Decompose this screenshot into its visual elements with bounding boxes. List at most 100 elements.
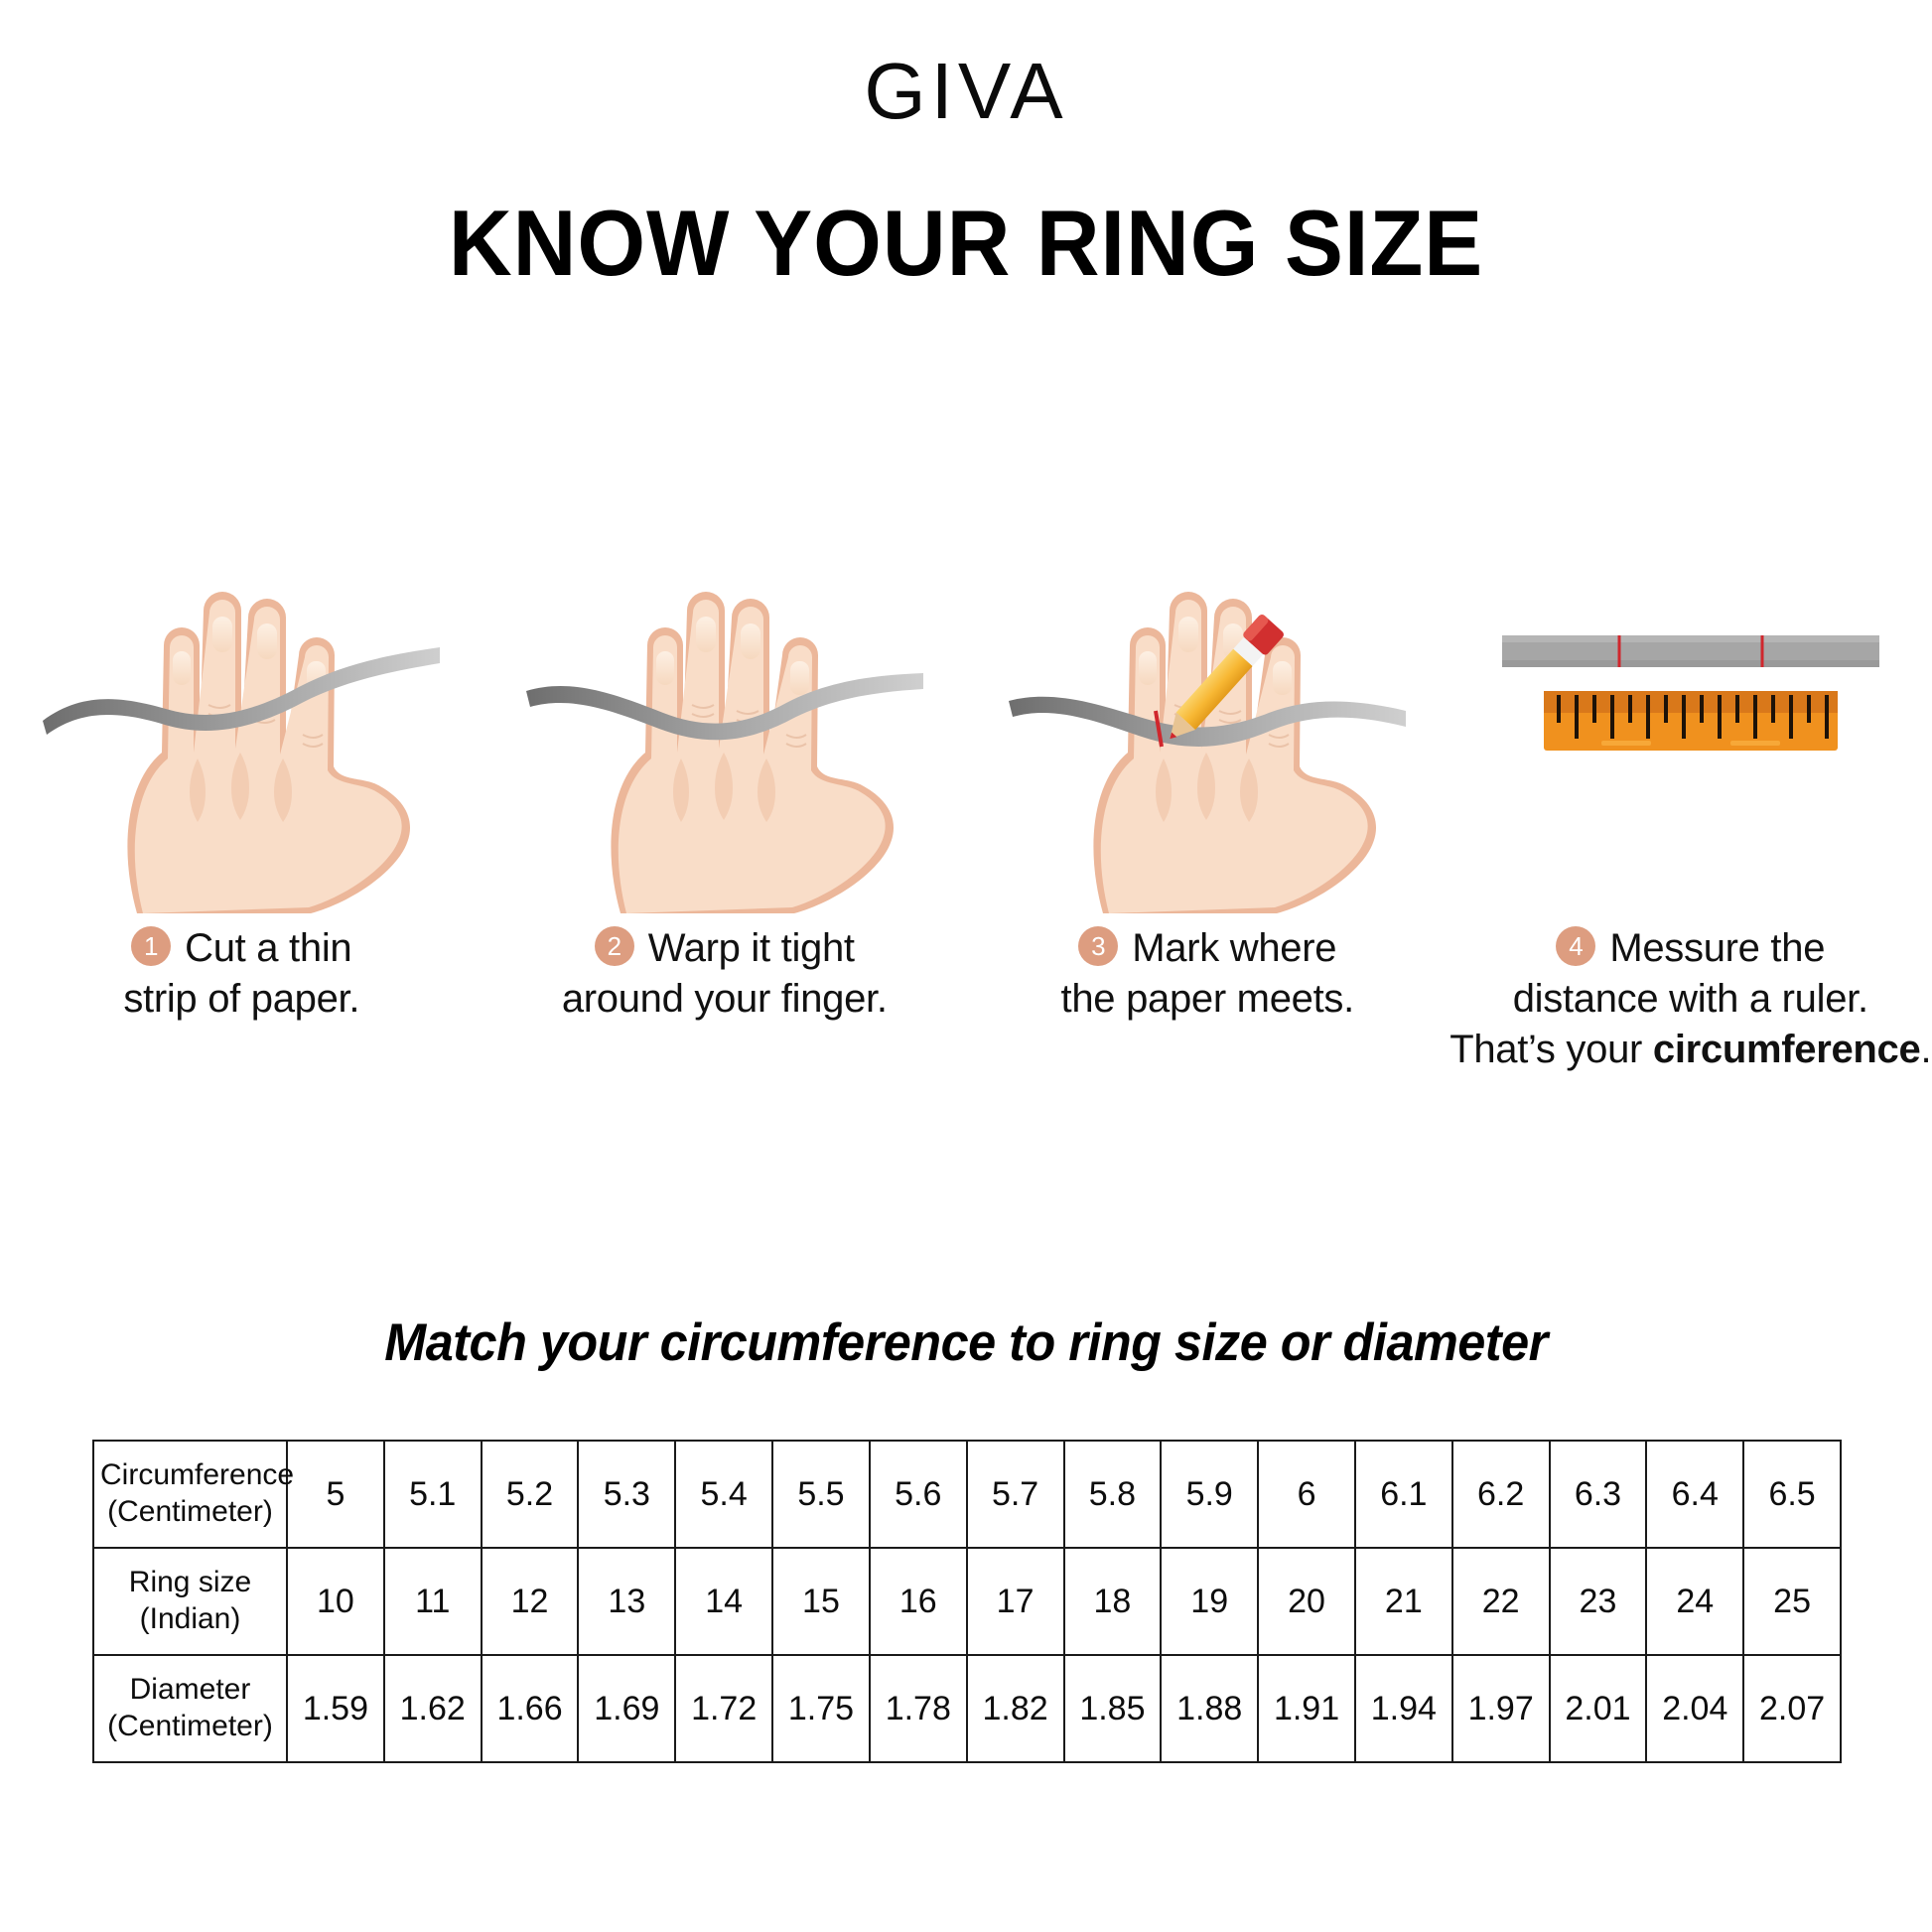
cell-ring-size-10: 20: [1257, 1547, 1356, 1656]
step-3-illustration: [966, 516, 1449, 913]
row-label-ring-size-line1: Ring size: [128, 1566, 252, 1599]
cell-ring-size-14: 24: [1645, 1547, 1745, 1656]
cell-circumference-0: 5: [286, 1440, 385, 1549]
cell-ring-size-1: 11: [382, 1547, 483, 1656]
step-2-line2: around your finger.: [561, 977, 888, 1022]
step-2: 2 Warp it tight around your finger.: [483, 516, 967, 1072]
ruler-measuring-strip-icon: [1501, 635, 1879, 751]
step-3-number-badge: 3: [1078, 926, 1119, 966]
cell-diameter-3: 1.69: [577, 1654, 677, 1763]
cell-diameter-12: 1.97: [1450, 1654, 1551, 1763]
mark-line-icon: [1154, 710, 1165, 748]
cell-diameter-7: 1.82: [965, 1654, 1065, 1763]
cell-diameter-13: 2.01: [1548, 1654, 1648, 1763]
cell-diameter-10: 1.91: [1257, 1654, 1356, 1763]
cell-ring-size-13: 23: [1548, 1547, 1648, 1656]
cell-diameter-2: 1.66: [480, 1654, 580, 1763]
step-1-illustration: [0, 516, 483, 913]
table-row-diameter: Diameter (Centimeter) 1.59 1.62 1.66 1.6…: [92, 1654, 1842, 1763]
step-2-illustration: [483, 516, 967, 913]
step-4: 4 Messure the distance with a ruler. That…: [1449, 516, 1932, 1072]
table-row-ring-size: Ring size (Indian) 10 11 12 13 14 15 16 …: [92, 1547, 1842, 1656]
row-label-diameter-line2: (Centimeter): [107, 1710, 273, 1742]
cell-circumference-9: 5.9: [1160, 1440, 1260, 1549]
step-4-caption: 4 Messure the distance with a ruler. That…: [1449, 923, 1932, 1076]
cell-ring-size-4: 14: [674, 1547, 774, 1656]
ruler-icon: [1543, 691, 1838, 751]
step-4-line3-suffix: .: [1920, 1028, 1932, 1072]
cell-circumference-6: 5.6: [868, 1440, 968, 1549]
cell-diameter-14: 2.04: [1645, 1654, 1745, 1763]
cell-circumference-1: 5.1: [382, 1440, 483, 1549]
hand-with-wrapped-strip-icon: [525, 592, 923, 913]
cell-diameter-11: 1.94: [1353, 1654, 1453, 1763]
cell-diameter-0: 1.59: [286, 1654, 385, 1763]
step-4-number-badge: 4: [1556, 926, 1596, 966]
step-1-line2: strip of paper.: [123, 977, 360, 1022]
steps-row: 1 Cut a thin strip of paper.: [0, 516, 1932, 1072]
cell-circumference-10: 6: [1257, 1440, 1356, 1549]
step-2-number-badge: 2: [594, 926, 634, 966]
ring-size-table: Circumference (Centimeter) 5 5.1 5.2 5.3…: [92, 1440, 1842, 1763]
cell-diameter-15: 2.07: [1742, 1654, 1842, 1763]
table-heading: Match your circumference to ring size or…: [384, 1313, 1548, 1372]
step-3-line2: the paper meets.: [1060, 977, 1355, 1022]
pencil-icon: [1170, 615, 1285, 740]
step-1-caption: 1 Cut a thin strip of paper.: [0, 923, 483, 1025]
cell-diameter-6: 1.78: [868, 1654, 968, 1763]
cell-diameter-8: 1.85: [1062, 1654, 1163, 1763]
cell-ring-size-6: 16: [868, 1547, 968, 1656]
table-row-circumference: Circumference (Centimeter) 5 5.1 5.2 5.3…: [92, 1440, 1842, 1549]
cell-circumference-12: 6.2: [1450, 1440, 1551, 1549]
row-label-diameter: Diameter (Centimeter): [92, 1654, 288, 1763]
row-label-ring-size-line2: (Indian): [139, 1602, 241, 1635]
cell-circumference-13: 6.3: [1548, 1440, 1648, 1549]
cell-diameter-1: 1.62: [382, 1654, 483, 1763]
cell-diameter-5: 1.75: [771, 1654, 871, 1763]
cell-circumference-4: 5.4: [674, 1440, 774, 1549]
step-4-illustration: [1449, 516, 1932, 913]
cell-circumference-8: 5.8: [1062, 1440, 1163, 1549]
step-4-line3-bold: circumference: [1652, 1028, 1921, 1072]
cell-ring-size-3: 13: [577, 1547, 677, 1656]
size-table-container: Circumference (Centimeter) 5 5.1 5.2 5.3…: [92, 1440, 1842, 1763]
row-label-circumference: Circumference (Centimeter): [92, 1440, 294, 1549]
step-1-line1: Cut a thin: [185, 926, 352, 970]
page-title: KNOW YOUR RING SIZE: [448, 191, 1484, 295]
cell-circumference-2: 5.2: [480, 1440, 580, 1549]
cell-circumference-15: 6.5: [1742, 1440, 1842, 1549]
step-3: 3 Mark where the paper meets.: [966, 516, 1449, 1072]
step-3-caption: 3 Mark where the paper meets.: [966, 923, 1449, 1025]
row-label-circumference-line2: (Centimeter): [107, 1495, 273, 1528]
cell-ring-size-0: 10: [286, 1547, 385, 1656]
cell-ring-size-8: 18: [1062, 1547, 1163, 1656]
step-4-line1: Messure the: [1609, 926, 1826, 970]
step-2-line1: Warp it tight: [647, 926, 855, 970]
step-4-line3-prefix: That’s your: [1449, 1028, 1653, 1072]
cell-circumference-7: 5.7: [965, 1440, 1065, 1549]
cell-ring-size-2: 12: [480, 1547, 580, 1656]
step-4-line2: distance with a ruler.: [1512, 977, 1868, 1022]
hand-with-pencil-marking-icon: [1009, 592, 1407, 913]
cell-diameter-9: 1.88: [1160, 1654, 1260, 1763]
cell-ring-size-5: 15: [771, 1547, 871, 1656]
step-1-number-badge: 1: [131, 926, 172, 966]
cell-circumference-11: 6.1: [1353, 1440, 1453, 1549]
step-3-line1: Mark where: [1132, 926, 1337, 970]
row-label-diameter-line1: Diameter: [129, 1673, 251, 1707]
step-2-caption: 2 Warp it tight around your finger.: [483, 923, 967, 1025]
row-label-circumference-line1: Circumference: [100, 1458, 295, 1492]
cell-circumference-14: 6.4: [1645, 1440, 1745, 1549]
cell-circumference-5: 5.5: [771, 1440, 871, 1549]
flat-paper-strip-icon: [1501, 635, 1879, 667]
row-label-ring-size: Ring size (Indian): [92, 1547, 288, 1656]
cell-ring-size-9: 19: [1160, 1547, 1260, 1656]
brand-logo: GIVA: [864, 47, 1068, 135]
cell-circumference-3: 5.3: [577, 1440, 677, 1549]
hand-with-paper-strip-icon: [43, 592, 441, 913]
cell-ring-size-11: 21: [1353, 1547, 1453, 1656]
step-1: 1 Cut a thin strip of paper.: [0, 516, 483, 1072]
cell-ring-size-12: 22: [1450, 1547, 1551, 1656]
cell-diameter-4: 1.72: [674, 1654, 774, 1763]
